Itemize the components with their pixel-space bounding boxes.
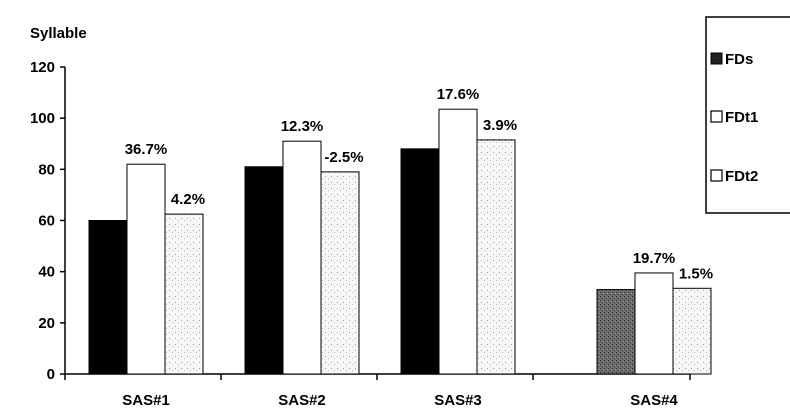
y-tick-label: 120: [30, 59, 55, 76]
bar-fds-sas2: [244, 166, 284, 375]
data-label: 36.7%: [125, 141, 168, 158]
legend-label-fds: FDs: [725, 51, 753, 68]
data-label: 19.7%: [633, 250, 676, 267]
legend-label-fdt2: FDt2: [725, 168, 758, 185]
data-label: -2.5%: [324, 149, 363, 166]
legend-swatch-fdt2: [710, 169, 723, 182]
bar-fdt1-sas1: [126, 163, 166, 375]
category-label: SAS#1: [122, 392, 170, 409]
category-labels: SAS#1 SAS#2 SAS#3 SAS#4: [122, 392, 678, 409]
y-axis-label: Syllable: [30, 25, 87, 42]
y-tick-label: 20: [38, 315, 55, 332]
y-tick-label: 60: [38, 213, 55, 230]
x-axis-ticks: [64, 374, 691, 380]
legend-swatch-fdt1: [710, 110, 723, 123]
y-tick-label: 0: [47, 366, 55, 383]
category-label: SAS#4: [630, 392, 678, 409]
bar-fds-sas4: [596, 289, 636, 375]
bar-fds-sas1: [88, 220, 128, 375]
data-label: 3.9%: [483, 117, 517, 134]
category-label: SAS#2: [278, 392, 326, 409]
bar-fdt1-sas2: [282, 140, 322, 375]
bars: [88, 108, 712, 375]
bar-fds-sas3: [400, 148, 440, 375]
bar-fdt2-sas1: [164, 213, 204, 375]
data-label: 1.5%: [679, 265, 713, 282]
data-labels: 36.7% 4.2% 12.3%-2.5% 17.6%3.9% 19.7%1.5%: [125, 86, 713, 282]
data-label: 17.6%: [437, 86, 480, 103]
bar-fdt1-sas4: [634, 272, 674, 375]
y-tick-label: 80: [38, 161, 55, 178]
category-label: SAS#3: [434, 392, 482, 409]
bar-fdt2-sas2: [320, 171, 360, 375]
legend-swatch-fds: [710, 52, 723, 65]
bar-fdt1-sas3: [438, 108, 478, 375]
data-label: 4.2%: [171, 191, 205, 208]
y-tick-label: 100: [30, 110, 55, 127]
y-axis-ticks: 0 20 40 60 80 100 120: [30, 59, 65, 383]
y-tick-label: 40: [38, 264, 55, 281]
bar-fdt2-sas4: [672, 287, 712, 375]
legend: FDs FDt1 FDt2: [705, 16, 790, 214]
data-label: 12.3%: [281, 118, 324, 135]
bar-fdt2-sas3: [476, 139, 516, 375]
legend-label-fdt1: FDt1: [725, 109, 758, 126]
